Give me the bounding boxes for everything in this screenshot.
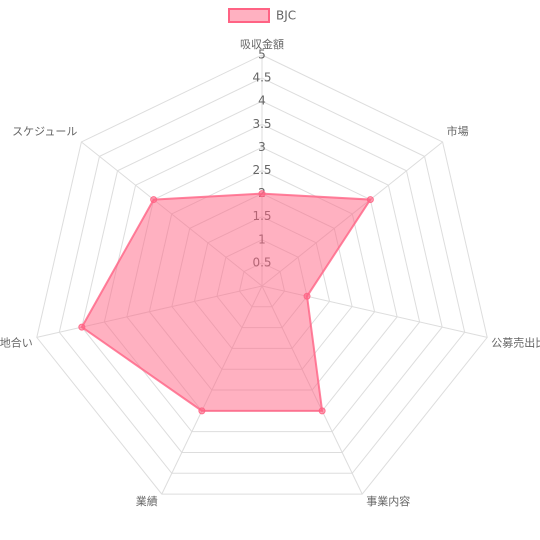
grid-ring: [36, 54, 488, 495]
radar-point: [318, 407, 326, 415]
legend-swatch: [228, 8, 270, 23]
axis-label: 業績: [136, 494, 158, 508]
radar-point: [78, 323, 86, 331]
axis-label: 地合い: [0, 335, 33, 349]
r-tick-label: 4.5: [252, 71, 271, 85]
radar-point: [150, 196, 158, 204]
axis-label: スケジュール: [12, 125, 77, 138]
radar-point: [258, 190, 266, 198]
axis-label: 市場: [447, 124, 469, 138]
axis-label: 事業内容: [366, 494, 410, 508]
grid-ring: [103, 123, 421, 433]
grid-ring: [58, 77, 466, 474]
radar-point: [303, 292, 311, 300]
r-tick-label: 2.5: [252, 163, 271, 177]
grid-ring: [81, 100, 443, 453]
r-tick-label: 3: [258, 140, 266, 154]
radar-point: [198, 407, 206, 415]
r-tick-label: 3.5: [252, 117, 271, 131]
radar-area: [80, 192, 373, 412]
r-tick-label: 5: [258, 48, 266, 62]
r-tick-label: 4: [258, 94, 266, 108]
axis-label: 吸収金額: [240, 37, 284, 51]
legend-label: BJC: [276, 9, 296, 23]
axis-label: 公募売出比: [491, 335, 540, 349]
radar-point: [366, 196, 374, 204]
